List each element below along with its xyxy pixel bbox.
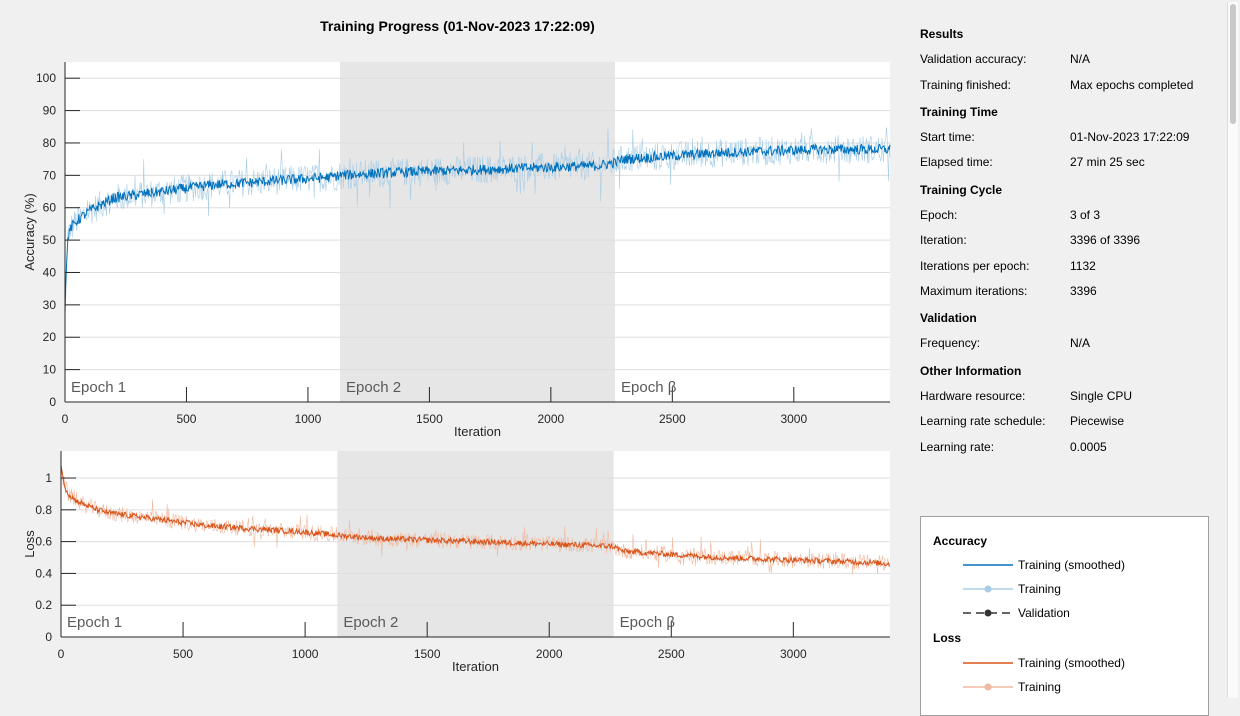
loss-xtick-label: 0: [58, 647, 65, 661]
loss-xtick-label: 1000: [292, 647, 319, 661]
accuracy-xtick-label: 2000: [538, 412, 565, 426]
accuracy-ytick-label: 40: [43, 265, 57, 279]
loss-training-raw-line: [60, 468, 891, 575]
accuracy-xtick-label: 1000: [295, 412, 322, 426]
vertical-scrollbar[interactable]: [1227, 2, 1238, 698]
loss-training-smoothed-line: [60, 464, 891, 567]
hardware-resource-label: Hardware resource:: [920, 389, 1026, 403]
loss-training-swatch: [963, 683, 1013, 691]
iterations-per-epoch-label: Iterations per epoch:: [920, 259, 1030, 273]
training-time-heading: Training Time: [920, 105, 998, 119]
training-progress-title: Training Progress (01-Nov-2023 17:22:09): [320, 18, 595, 34]
loss-ytick-label: 1: [45, 471, 52, 485]
learning-rate-value: 0.0005: [1070, 440, 1107, 454]
loss-chart: 0 0.2 0.4 0.6 0.8 1 0 500 1000 1500 2000 2500 3000 Ep…: [22, 451, 891, 674]
accuracy-ytick-label: 30: [43, 298, 57, 312]
epoch-label-2: Epoch 2: [346, 379, 401, 396]
epoch-value: 3 of 3: [1070, 208, 1101, 222]
validation-accuracy-value: N/A: [1070, 52, 1091, 66]
loss-xlabel: Iteration: [452, 659, 499, 674]
training-cycle-heading: Training Cycle: [920, 183, 1003, 197]
accuracy-ytick-label: 20: [43, 330, 57, 344]
accuracy-xlabel: Iteration: [454, 424, 501, 439]
epoch-label: Epoch:: [920, 208, 958, 222]
epoch-label-3: Epoch β: [620, 614, 676, 631]
loss-xtick-label: 500: [173, 647, 193, 661]
hardware-resource-value: Single CPU: [1070, 389, 1133, 403]
results-heading: Results: [920, 27, 964, 41]
accuracy-validation-swatch: [963, 609, 1013, 617]
epoch-shade-2: [340, 62, 615, 402]
accuracy-xtick-label: 3000: [780, 412, 807, 426]
legend-loss-training: Training: [1018, 680, 1061, 694]
accuracy-ytick-label: 60: [43, 201, 57, 215]
loss-xtick-label: 3000: [780, 647, 807, 661]
epoch-shade-2: [337, 451, 614, 637]
start-time-label: Start time:: [920, 130, 975, 144]
accuracy-ytick-label: 100: [36, 71, 56, 85]
iterations-per-epoch-value: 1132: [1070, 259, 1096, 273]
learning-rate-label: Learning rate:: [920, 440, 995, 454]
legend-accuracy-validation: Validation: [1018, 606, 1070, 620]
legend-loss-heading: Loss: [933, 631, 962, 645]
loss-ytick-label: 0.6: [35, 535, 52, 549]
loss-ytick-label: 0.2: [35, 598, 52, 612]
validation-accuracy-label: Validation accuracy:: [920, 52, 1027, 66]
loss-xtick-label: 2500: [658, 647, 685, 661]
iteration-value: 3396 of 3396: [1070, 233, 1141, 247]
maximum-iterations-value: 3396: [1070, 284, 1097, 298]
elapsed-time-label: Elapsed time:: [920, 155, 993, 169]
learning-rate-schedule-label: Learning rate schedule:: [920, 414, 1046, 428]
validation-heading: Validation: [920, 311, 977, 325]
epoch-label-2: Epoch 2: [343, 614, 398, 631]
training-finished-label: Training finished:: [920, 78, 1011, 92]
plot-legend: Accuracy Training (smoothed) Training Va…: [920, 516, 1209, 716]
accuracy-training-smoothed-line: [64, 143, 891, 314]
accuracy-xtick-label: 0: [62, 412, 69, 426]
accuracy-ytick-label: 80: [43, 136, 57, 150]
accuracy-ytick-label: 0: [49, 395, 56, 409]
accuracy-training-raw-line: [64, 127, 891, 307]
epoch-label-3: Epoch β: [621, 379, 677, 396]
accuracy-xtick-label: 500: [176, 412, 196, 426]
loss-ytick-label: 0.4: [35, 566, 52, 580]
loss-xtick-label: 1500: [414, 647, 441, 661]
legend-loss-smoothed: Training (smoothed): [1018, 656, 1125, 670]
legend-accuracy-training: Training: [1018, 582, 1061, 596]
loss-smoothed-swatch: [963, 662, 1013, 664]
learning-rate-schedule-value: Piecewise: [1070, 414, 1125, 428]
frequency-value: N/A: [1070, 336, 1091, 350]
accuracy-smoothed-swatch: [963, 564, 1013, 566]
accuracy-ylabel: Accuracy (%): [22, 193, 37, 270]
accuracy-ytick-label: 70: [43, 168, 57, 182]
accuracy-training-swatch: [963, 585, 1013, 593]
accuracy-ytick-label: 90: [43, 104, 57, 118]
accuracy-xtick-label: 2500: [659, 412, 686, 426]
loss-ytick-label: 0.8: [35, 503, 52, 517]
epoch-label-1: Epoch 1: [71, 379, 126, 396]
accuracy-xtick-label: 1500: [416, 412, 443, 426]
training-finished-value: Max epochs completed: [1070, 78, 1194, 92]
elapsed-time-value: 27 min 25 sec: [1070, 155, 1145, 169]
frequency-label: Frequency:: [920, 336, 981, 350]
accuracy-ytick-label: 50: [43, 233, 57, 247]
loss-xtick-label: 2000: [536, 647, 563, 661]
accuracy-ytick-label: 10: [43, 363, 57, 377]
legend-accuracy-heading: Accuracy: [933, 534, 988, 548]
other-information-heading: Other Information: [920, 364, 1022, 378]
iteration-label: Iteration:: [920, 233, 967, 247]
loss-ytick-label: 0: [45, 630, 52, 644]
scrollbar-thumb[interactable]: [1230, 4, 1236, 124]
legend-accuracy-smoothed: Training (smoothed): [1018, 558, 1125, 572]
loss-ylabel: Loss: [22, 530, 37, 558]
maximum-iterations-label: Maximum iterations:: [920, 284, 1028, 298]
start-time-value: 01-Nov-2023 17:22:09: [1070, 130, 1190, 144]
epoch-label-1: Epoch 1: [67, 614, 122, 631]
